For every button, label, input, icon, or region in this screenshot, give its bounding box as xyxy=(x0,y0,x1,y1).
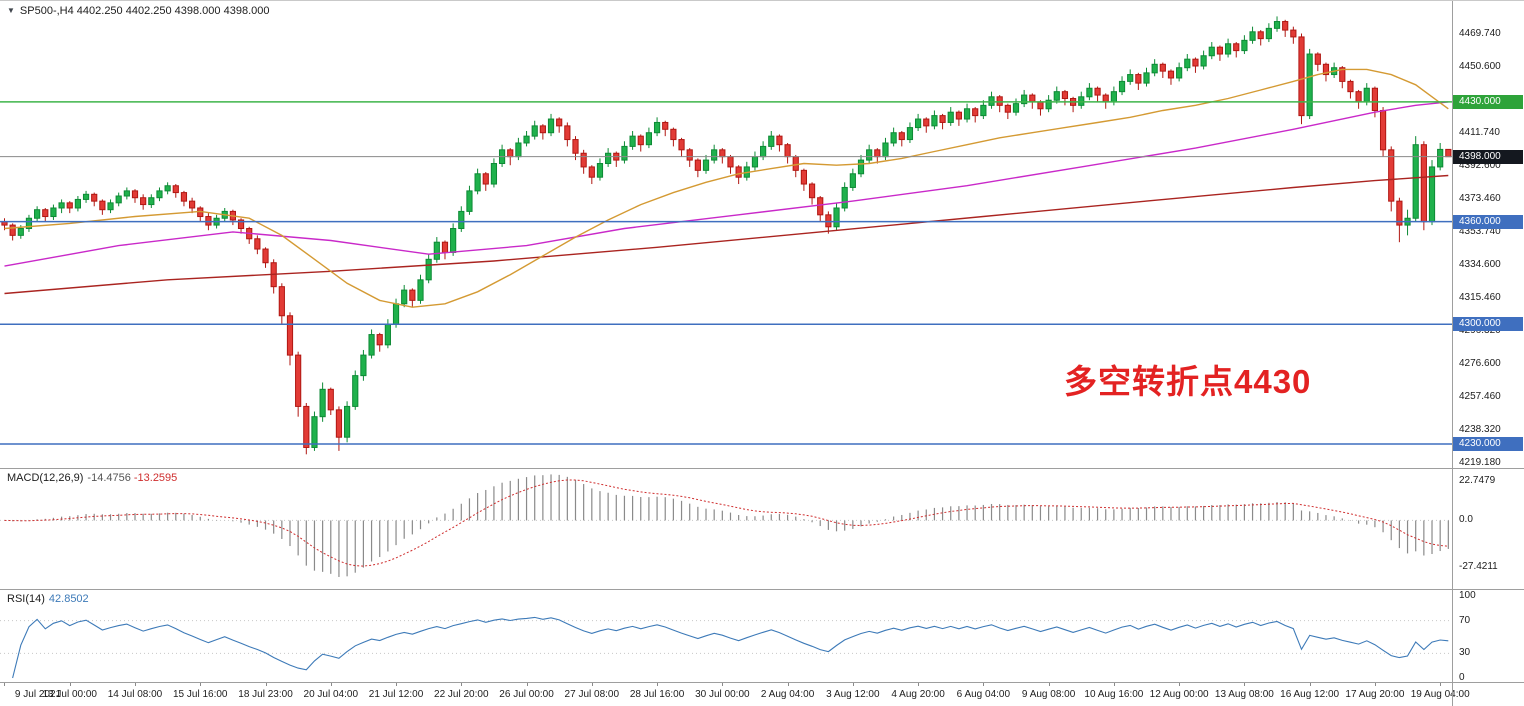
price-axis-label: 4392.600 xyxy=(1459,159,1501,171)
price-axis-label: 4238.320 xyxy=(1459,423,1501,435)
time-axis-label: 3 Aug 12:00 xyxy=(826,689,880,700)
time-axis-label: 28 Jul 16:00 xyxy=(629,689,685,700)
time-tick-mark xyxy=(526,683,528,686)
price-level-badge: 4360.000 xyxy=(1453,214,1523,229)
price-axis-label: 4469.740 xyxy=(1459,27,1501,39)
macd-value-main: -14.4756 xyxy=(87,472,131,484)
rsi-axis-label: 0 xyxy=(1459,672,1465,683)
symbol-marker-icon: ▼ xyxy=(7,6,15,15)
time-axis-label: 20 Jul 04:00 xyxy=(303,689,359,700)
time-tick-mark xyxy=(1309,683,1311,686)
macd-value-signal: -13.2595 xyxy=(133,472,178,484)
time-axis-label: 2 Aug 04:00 xyxy=(760,689,815,700)
time-tick-mark xyxy=(330,683,332,686)
time-tick-mark xyxy=(852,683,854,686)
price-chart-canvas[interactable] xyxy=(0,1,1452,468)
time-tick-mark xyxy=(461,683,463,686)
time-tick-mark xyxy=(918,683,920,686)
macd-indicator-label: MACD(12,26,9) -14.4756 -13.2595 xyxy=(7,472,177,484)
price-axis-label: 4219.180 xyxy=(1459,456,1501,468)
time-axis-label: 18 Jul 23:00 xyxy=(238,689,293,700)
time-axis-label: 21 Jul 12:00 xyxy=(368,689,424,700)
time-axis-label: 15 Jul 16:00 xyxy=(173,689,228,700)
chart-annotation-text[interactable]: 多空转折点4430 xyxy=(1064,363,1312,400)
time-axis-label: 27 Jul 08:00 xyxy=(564,689,620,700)
time-tick-mark xyxy=(200,683,202,686)
time-axis-label: 30 Jul 00:00 xyxy=(695,689,750,700)
macd-axis-label: -27.4211 xyxy=(1459,561,1498,573)
symbol-ohlc-text: SP500-,H4 4402.250 4402.250 4398.000 439… xyxy=(19,5,270,17)
rsi-axis-label: 30 xyxy=(1459,647,1471,659)
price-axis-label: 4373.460 xyxy=(1459,192,1501,204)
rsi-name: RSI(14) xyxy=(7,593,45,605)
time-axis-label: 19 Aug 04:00 xyxy=(1410,689,1470,700)
time-axis-label: 9 Jul 2021 xyxy=(14,689,62,700)
price-level-badge: 4430.000 xyxy=(1453,94,1523,109)
price-axis-label: 4334.600 xyxy=(1459,259,1501,271)
price-axis-separator xyxy=(1452,1,1453,706)
time-tick-mark xyxy=(722,683,724,686)
macd-pane-canvas[interactable] xyxy=(0,469,1452,589)
time-axis-label: 13 Aug 08:00 xyxy=(1214,689,1274,700)
macd-axis-label: 22.7479 xyxy=(1459,475,1496,487)
pane-separator-rsi[interactable] xyxy=(0,589,1524,590)
rsi-axis-label: 100 xyxy=(1459,590,1476,601)
time-tick-mark xyxy=(265,683,267,686)
time-axis-label: 14 Jul 08:00 xyxy=(107,689,163,700)
price-axis-label: 4276.600 xyxy=(1459,358,1501,370)
time-tick-mark xyxy=(135,683,136,686)
time-axis-label: 6 Aug 04:00 xyxy=(956,689,1011,700)
time-axis-label: 13 Jul 00:00 xyxy=(42,689,97,700)
time-tick-mark xyxy=(657,683,659,686)
rsi-value: 42.8502 xyxy=(48,593,89,605)
chart-ohlc-readout: ▼ SP500-,H4 4402.250 4402.250 4398.000 43… xyxy=(7,5,269,17)
price-scale[interactable]: 4469.740 4450.600 4411.740 4392.600 4373.460… xyxy=(1453,1,1524,683)
time-tick-mark xyxy=(591,683,593,686)
price-axis-label: 4315.460 xyxy=(1459,291,1501,303)
macd-name: MACD(12,26,9) xyxy=(7,472,84,484)
time-axis-label: 10 Aug 16:00 xyxy=(1084,689,1144,700)
time-tick-mark xyxy=(1113,683,1115,686)
price-axis-label: 4353.740 xyxy=(1459,226,1501,238)
time-axis-label: 9 Aug 08:00 xyxy=(1021,689,1076,700)
time-axis-label: 22 Jul 20:00 xyxy=(434,689,489,700)
price-axis-label: 4411.740 xyxy=(1459,127,1500,139)
time-tick-mark xyxy=(787,683,789,686)
time-tick-mark xyxy=(1179,683,1181,686)
time-tick-mark xyxy=(1048,683,1050,686)
time-axis-separator xyxy=(0,682,1524,683)
rsi-axis-label: 70 xyxy=(1459,614,1471,626)
price-level-badge: 4230.000 xyxy=(1453,437,1523,452)
time-axis-label: 12 Aug 00:00 xyxy=(1149,689,1209,700)
time-tick-mark xyxy=(1374,683,1376,686)
last-price-badge: 4398.000 xyxy=(1453,149,1523,164)
rsi-pane-canvas[interactable] xyxy=(0,590,1452,682)
time-tick-mark xyxy=(4,683,6,686)
rsi-indicator-label: RSI(14) 42.8502 xyxy=(7,593,89,605)
time-axis-label: 26 Jul 00:00 xyxy=(499,689,554,700)
macd-axis-label: 0.0 xyxy=(1459,514,1473,526)
time-axis-label: 16 Aug 12:00 xyxy=(1280,689,1340,700)
time-scale[interactable]: 9 Jul 2021 13 Jul 00:00 14 Jul 08:00 15 Jul… xyxy=(0,683,1524,706)
time-axis-label: 4 Aug 20:00 xyxy=(891,689,945,700)
price-level-badge: 4300.000 xyxy=(1453,317,1523,332)
time-tick-mark xyxy=(396,683,398,686)
pane-separator-macd[interactable] xyxy=(0,468,1524,469)
price-axis-label: 4450.600 xyxy=(1459,60,1501,72)
time-tick-mark xyxy=(1244,683,1246,686)
price-axis-label: 4257.460 xyxy=(1459,391,1501,403)
time-tick-mark xyxy=(983,683,985,686)
time-tick-mark xyxy=(1440,683,1442,686)
time-axis-label: 17 Aug 20:00 xyxy=(1345,689,1405,700)
time-tick-mark xyxy=(69,683,71,686)
